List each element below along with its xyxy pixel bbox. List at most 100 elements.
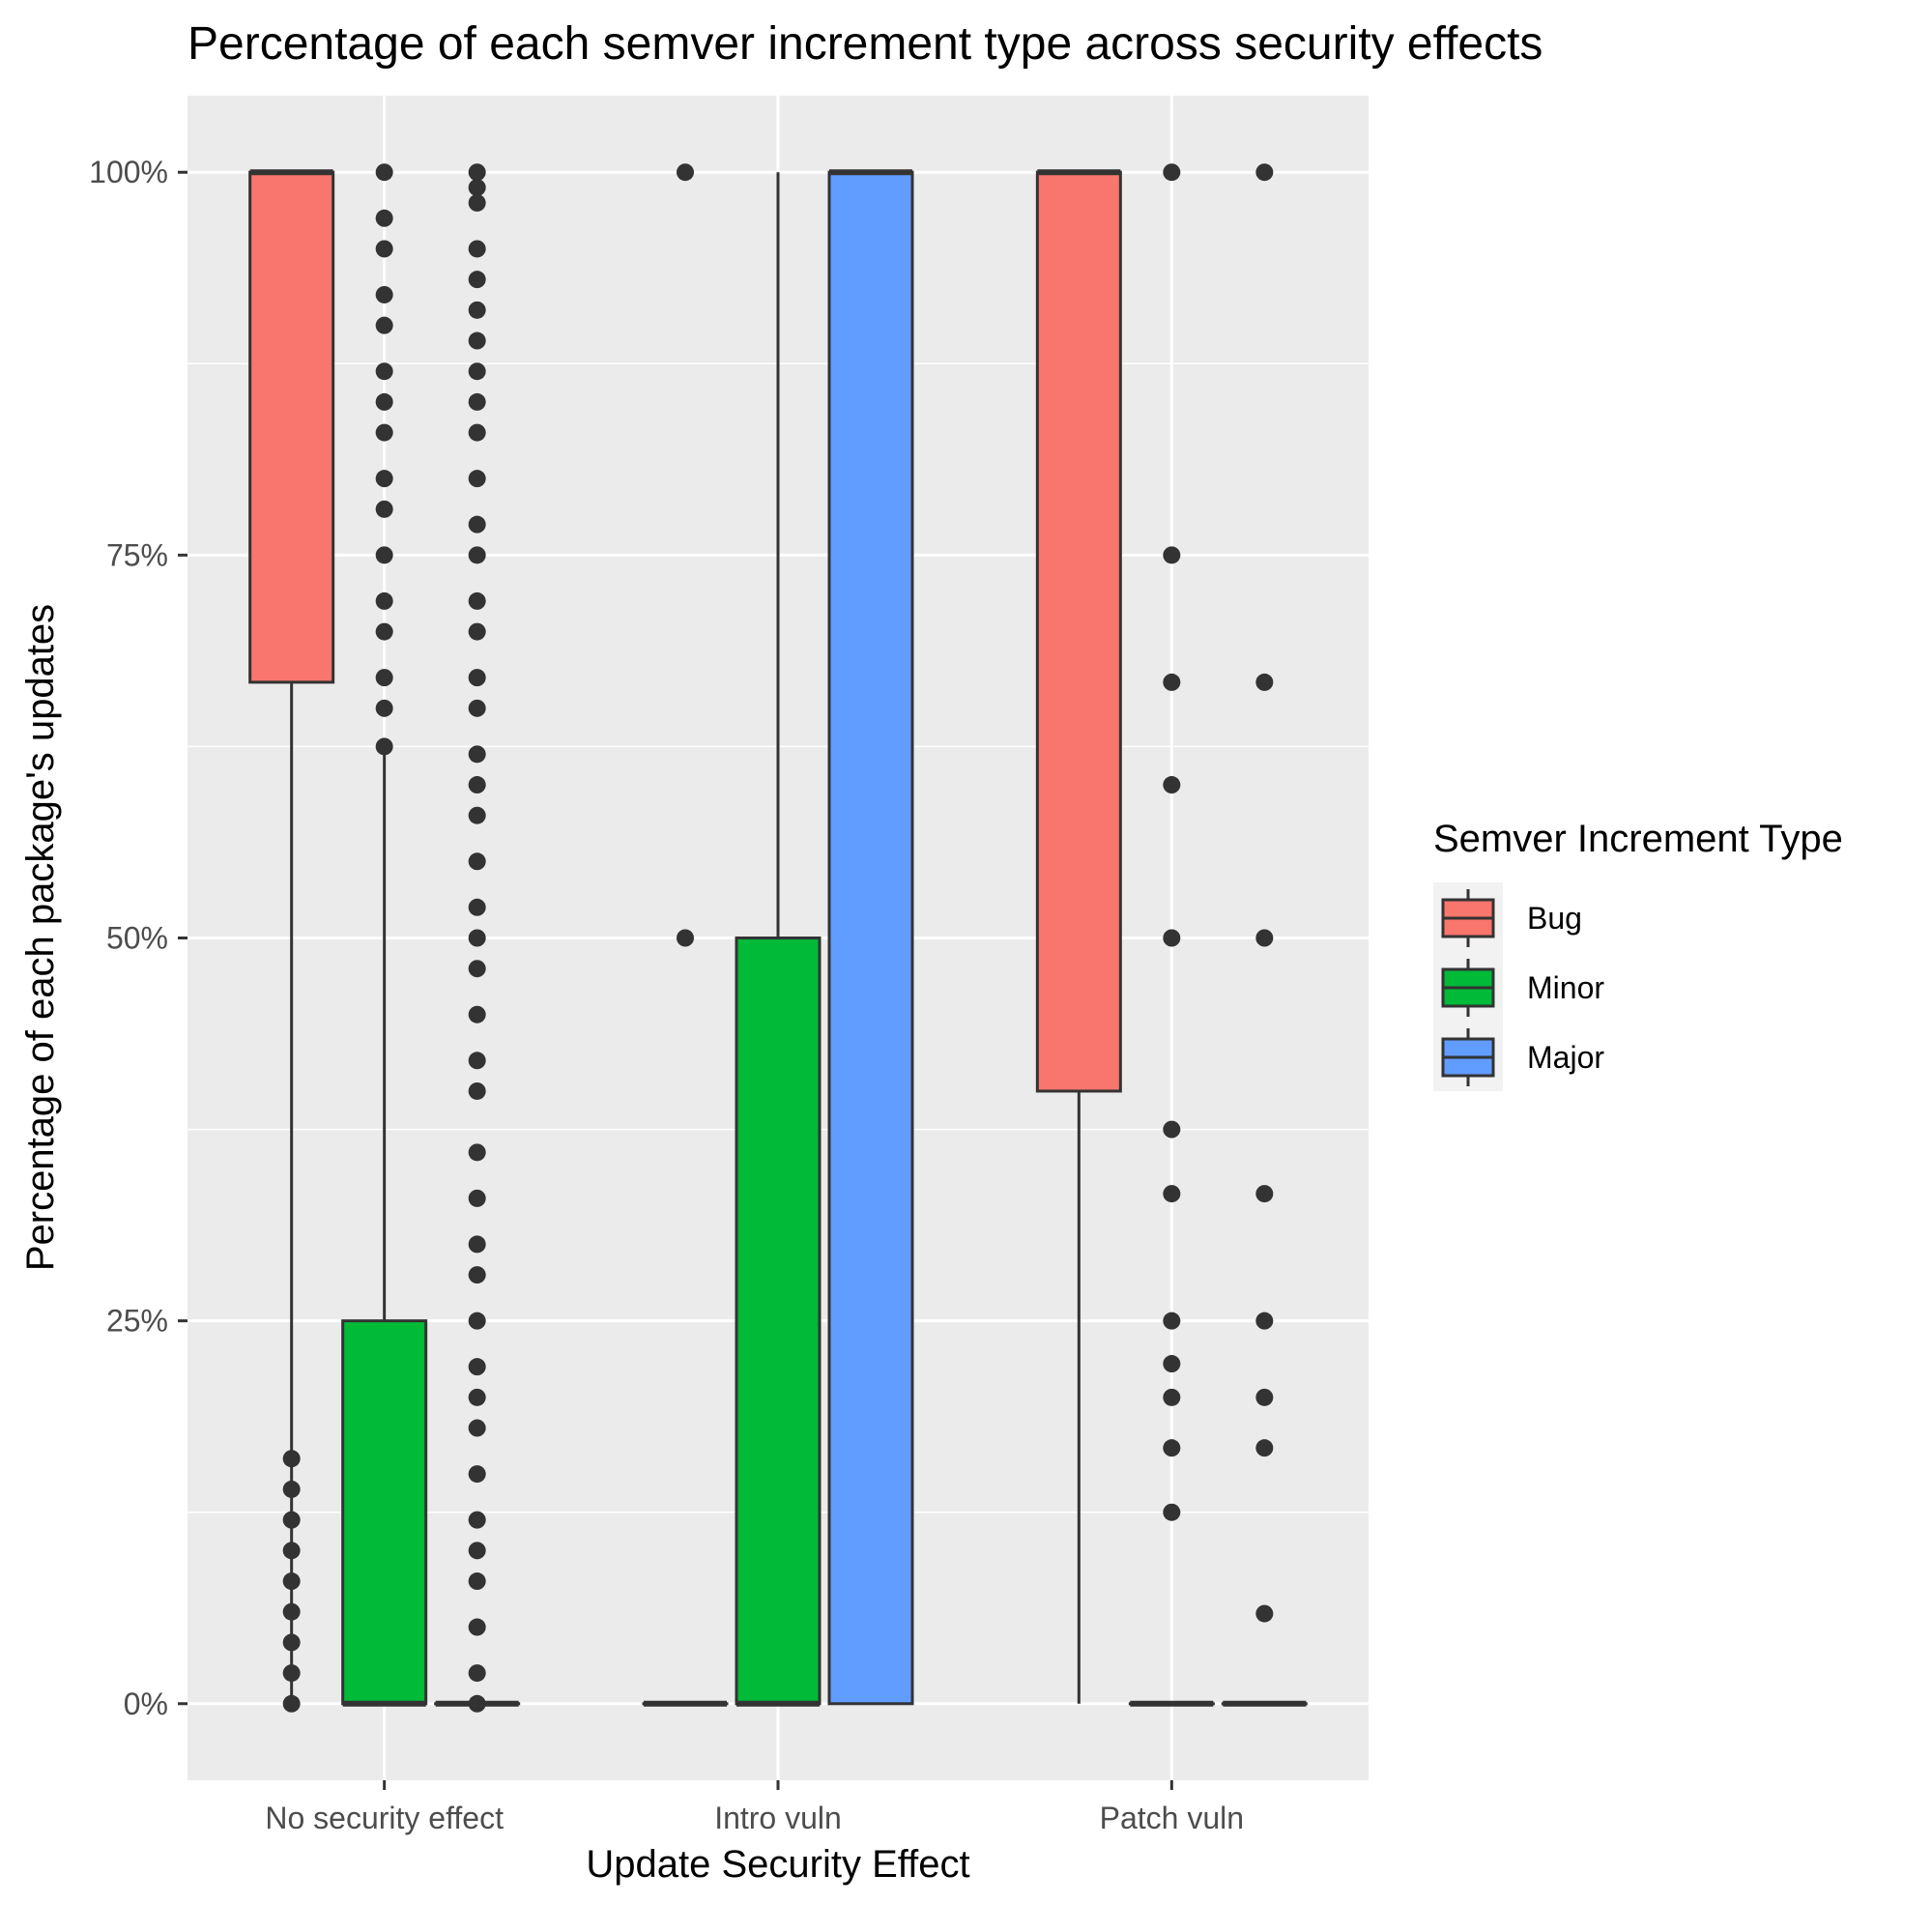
outlier-point [468, 392, 486, 411]
outlier-point [1255, 929, 1274, 947]
outlier-point [1255, 1312, 1274, 1330]
outlier-point [468, 179, 486, 197]
outlier-point [375, 392, 393, 411]
box-body [735, 937, 822, 1706]
outlier-point [282, 1542, 301, 1560]
y-tick-label: 100% [89, 155, 168, 189]
outlier-point [468, 745, 486, 764]
outlier-point [468, 1005, 486, 1024]
legend-item-bug: Bug [1441, 889, 1582, 947]
outlier-point [375, 546, 393, 564]
y-axis-title: Percentage of each package's updates [19, 604, 62, 1271]
outlier-point [375, 316, 393, 334]
outlier-point [375, 500, 393, 518]
outlier-point [1163, 929, 1181, 947]
outlier-point [468, 591, 486, 610]
outlier-point [375, 362, 393, 381]
outlier-point [468, 1052, 486, 1070]
outlier-point [1163, 673, 1181, 691]
outlier-point [468, 929, 486, 947]
outlier-point [282, 1480, 301, 1498]
outlier-point [375, 699, 393, 717]
outlier-point [282, 1694, 301, 1713]
box-major-1 [827, 169, 914, 1706]
outlier-point [468, 1618, 486, 1636]
x-axis-title: Update Security Effect [586, 1843, 969, 1886]
legend-label: Major [1527, 1040, 1604, 1075]
legend-item-minor: Minor [1441, 959, 1604, 1017]
outlier-point [468, 240, 486, 258]
outlier-point [375, 669, 393, 687]
outlier-point [468, 423, 486, 442]
outlier-point [468, 1664, 486, 1683]
outlier-point [468, 699, 486, 717]
outlier-point [468, 271, 486, 289]
box-minor-1 [735, 172, 822, 1707]
box-bug-2 [1035, 169, 1122, 1704]
legend-label: Bug [1527, 901, 1582, 936]
legend-label: Minor [1527, 970, 1604, 1005]
outlier-point [282, 1450, 301, 1468]
outlier-point [468, 898, 486, 916]
outlier-point [468, 515, 486, 533]
box-body [248, 170, 335, 684]
outlier-point [375, 737, 393, 756]
outlier-point [1163, 1120, 1181, 1139]
outlier-point [468, 852, 486, 871]
outlier-point [282, 1511, 301, 1529]
outlier-point [375, 423, 393, 442]
outlier-point [468, 806, 486, 824]
legend: Semver Increment Type Bug Minor Major [1433, 818, 1843, 1091]
box-minor-2 [1128, 163, 1215, 1707]
outlier-point [468, 1312, 486, 1330]
box-minor-0 [341, 163, 428, 1707]
boxes-layer [248, 163, 1308, 1713]
x-tick-label: No security effect [265, 1801, 504, 1835]
outlier-point [1163, 776, 1181, 794]
outlier-point [468, 1572, 486, 1591]
outlier-point [468, 669, 486, 687]
outlier-point [1163, 1312, 1181, 1330]
legend-title: Semver Increment Type [1433, 818, 1843, 860]
legend-item-major: Major [1441, 1028, 1604, 1086]
box-body [341, 1319, 428, 1706]
outlier-point [677, 163, 694, 182]
outlier-point [375, 209, 393, 227]
outlier-point [468, 1465, 486, 1484]
outlier-point [468, 470, 486, 488]
outlier-point [677, 929, 694, 947]
chart-title: Percentage of each semver increment type… [187, 18, 1543, 70]
box-major-2 [1221, 163, 1308, 1707]
outlier-point [375, 240, 393, 258]
outlier-point [1255, 1185, 1274, 1203]
outlier-point [468, 1235, 486, 1254]
outlier-point [1163, 163, 1181, 182]
outlier-point [468, 1081, 486, 1100]
outlier-point [375, 591, 393, 610]
outlier-point [468, 1388, 486, 1406]
outlier-point [468, 960, 486, 978]
y-tick-label: 25% [106, 1304, 168, 1339]
outlier-point [468, 622, 486, 641]
outlier-point [1255, 1604, 1274, 1623]
x-axis: No security effect Intro vuln Patch vuln [265, 1780, 1244, 1835]
outlier-point [468, 362, 486, 381]
outlier-point [1163, 1503, 1181, 1521]
y-tick-label: 50% [106, 921, 168, 956]
outlier-point [468, 332, 486, 350]
outlier-point [375, 285, 393, 303]
outlier-point [468, 776, 486, 794]
outlier-point [468, 546, 486, 564]
outlier-point [1163, 1355, 1181, 1373]
outlier-point [1255, 1439, 1274, 1457]
y-tick-label: 75% [106, 537, 168, 572]
box-bug-0 [248, 169, 335, 1713]
outlier-point [1163, 1439, 1181, 1457]
outlier-point [468, 1266, 486, 1284]
outlier-point [375, 163, 393, 182]
outlier-point [468, 1542, 486, 1560]
outlier-point [282, 1572, 301, 1591]
outlier-point [282, 1664, 301, 1683]
outlier-point [282, 1602, 301, 1621]
outlier-point [1255, 673, 1274, 691]
